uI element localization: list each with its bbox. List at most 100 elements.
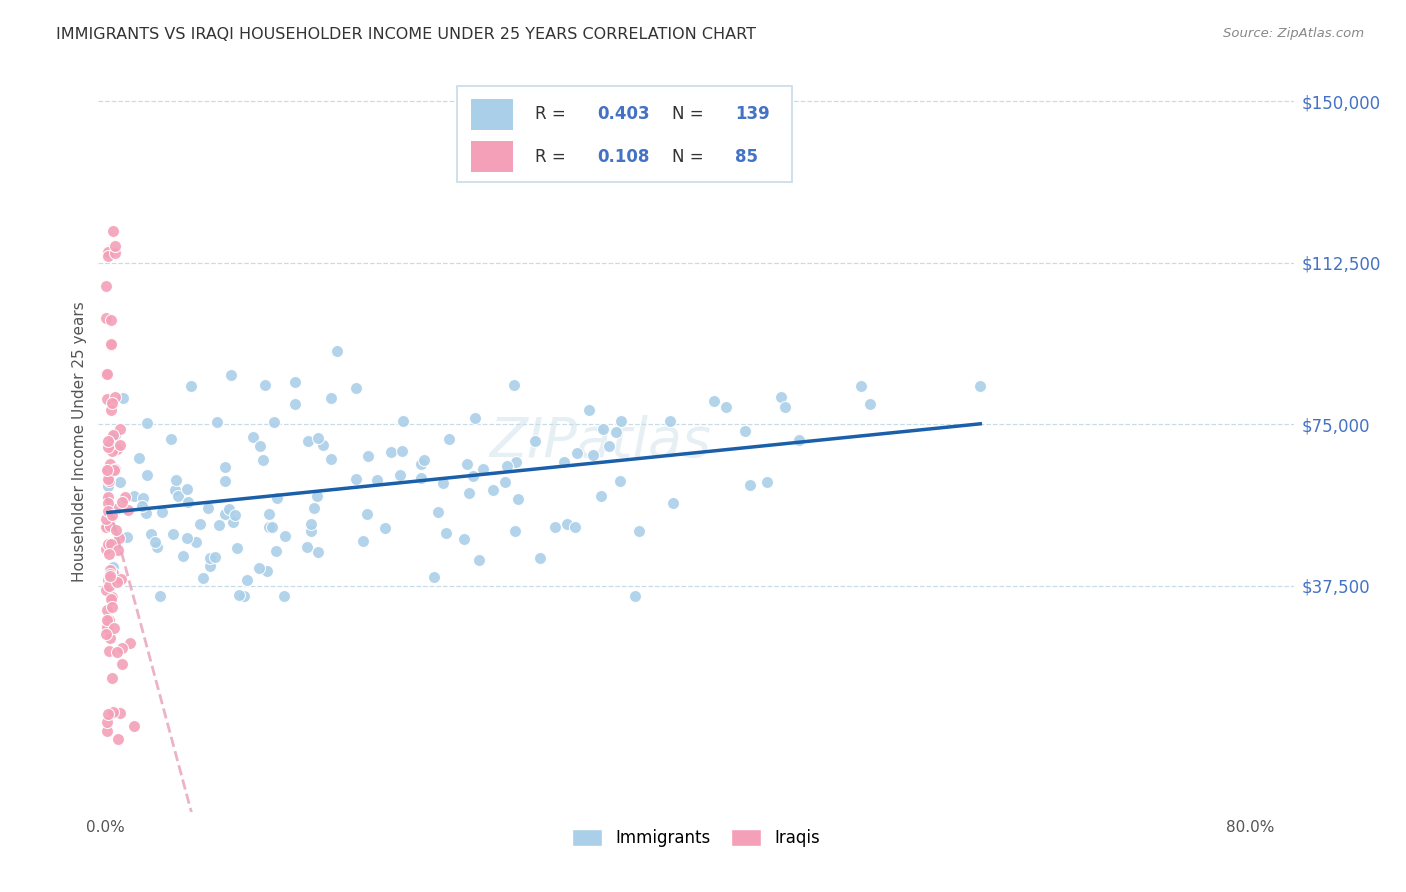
Point: [97, 245, 120, 260]
Point: [100, 537, 122, 551]
Point: [299, 517, 322, 532]
Point: [98, 632, 121, 646]
Point: [224, 508, 246, 522]
Point: [98, 547, 121, 561]
Point: [104, 461, 127, 475]
Point: [122, 489, 145, 503]
Point: [108, 422, 131, 436]
Point: [366, 473, 388, 487]
Point: [859, 397, 882, 411]
Point: [427, 505, 450, 519]
Point: [503, 378, 526, 392]
Point: [264, 544, 287, 558]
Point: [160, 432, 183, 446]
Point: [198, 559, 221, 574]
Point: [247, 561, 270, 575]
Point: [740, 477, 762, 491]
Point: [456, 457, 478, 471]
Point: [128, 450, 150, 465]
Point: [305, 489, 328, 503]
Text: 85: 85: [735, 147, 758, 166]
Point: [97, 479, 120, 493]
Point: [143, 534, 166, 549]
Point: [257, 507, 280, 521]
Text: 0.403: 0.403: [596, 105, 650, 123]
Text: ZIPatlas: ZIPatlas: [489, 415, 711, 468]
Point: [297, 540, 319, 554]
Point: [112, 392, 135, 406]
Point: [96, 715, 118, 730]
Point: [249, 439, 271, 453]
Point: [505, 455, 527, 469]
Point: [236, 573, 259, 587]
FancyBboxPatch shape: [471, 141, 513, 172]
Point: [165, 483, 187, 497]
Point: [496, 459, 519, 474]
Point: [110, 572, 132, 586]
Point: [222, 516, 245, 530]
Point: [214, 475, 236, 489]
Point: [98, 567, 121, 582]
Point: [266, 491, 288, 505]
Point: [205, 415, 228, 429]
Point: [969, 379, 991, 393]
Point: [117, 502, 139, 516]
Point: [97, 496, 120, 510]
Point: [297, 434, 319, 449]
Point: [184, 534, 207, 549]
Point: [312, 438, 335, 452]
Point: [325, 343, 347, 358]
Point: [662, 495, 685, 509]
Point: [135, 506, 157, 520]
Point: [98, 563, 121, 577]
Point: [101, 560, 124, 574]
Point: [457, 485, 479, 500]
Point: [103, 621, 125, 635]
Point: [555, 517, 578, 532]
Point: [468, 553, 491, 567]
Point: [434, 526, 457, 541]
Point: [262, 520, 284, 534]
Point: [150, 505, 173, 519]
Point: [105, 523, 128, 537]
Text: 139: 139: [735, 105, 770, 123]
Point: [111, 494, 134, 508]
Point: [464, 411, 486, 425]
Point: [110, 438, 132, 452]
Point: [218, 502, 240, 516]
Point: [98, 536, 121, 550]
Point: [101, 396, 124, 410]
Point: [389, 468, 412, 483]
Point: [609, 474, 631, 488]
Point: [703, 394, 725, 409]
Point: [100, 337, 122, 351]
Point: [97, 613, 120, 627]
Point: [135, 467, 157, 482]
Point: [221, 368, 243, 382]
Point: [263, 415, 285, 429]
Point: [97, 644, 120, 658]
Point: [755, 475, 778, 489]
Point: [131, 491, 153, 505]
Point: [149, 589, 172, 603]
Point: [108, 531, 131, 545]
Point: [135, 416, 157, 430]
Point: [180, 378, 202, 392]
Point: [98, 570, 121, 584]
Point: [96, 520, 118, 534]
Point: [97, 472, 120, 486]
Point: [97, 490, 120, 504]
Point: [167, 489, 190, 503]
Point: [97, 434, 120, 448]
Point: [97, 440, 120, 454]
Point: [114, 490, 136, 504]
Point: [299, 524, 322, 539]
Point: [107, 731, 129, 746]
Point: [582, 448, 605, 462]
Point: [104, 246, 127, 260]
Point: [96, 603, 118, 617]
Point: [177, 494, 200, 508]
Point: [96, 620, 118, 634]
Point: [96, 541, 118, 556]
Point: [423, 570, 446, 584]
